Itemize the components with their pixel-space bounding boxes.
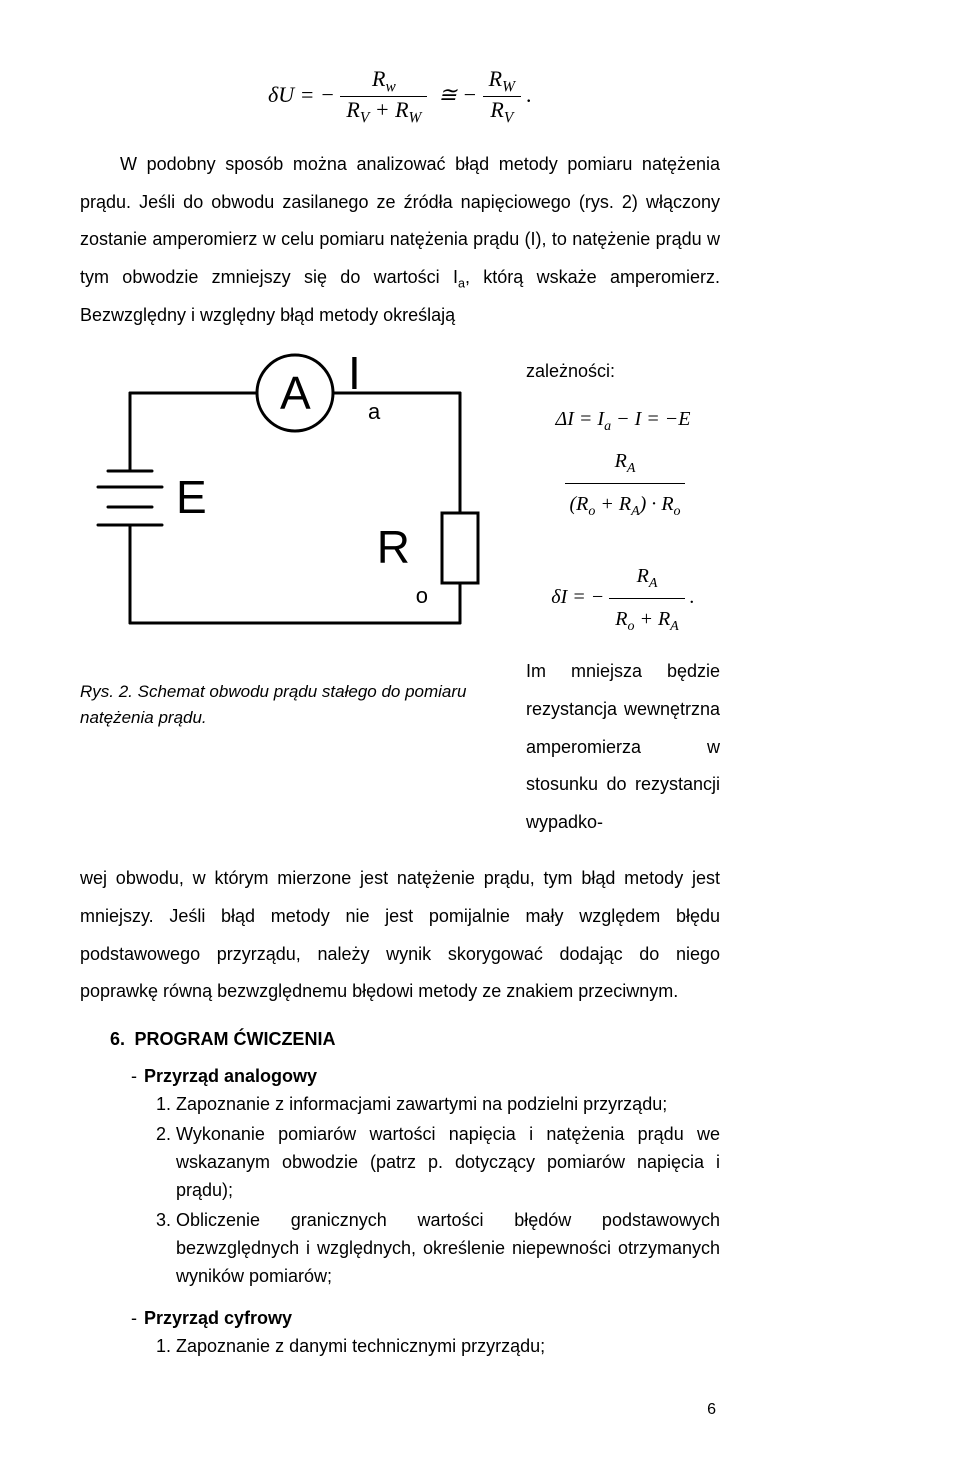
label-r: R [377, 521, 410, 573]
right-column: zależności: ΔI = Ia − I = −E RA (Ro + RA… [526, 353, 720, 842]
section-heading: 6. PROGRAM ĆWICZENIA [80, 1029, 720, 1050]
label-a: A [280, 367, 311, 419]
right-lead: zależności: [526, 353, 720, 389]
group-digital: -Przyrząd cyfrowy Zapoznanie z danymi te… [150, 1308, 720, 1361]
label-i-sub: a [368, 399, 381, 424]
label-i: I [348, 353, 361, 399]
paragraph-1-sub: a [458, 277, 465, 291]
section-number: 6. [80, 1029, 130, 1050]
section-title: PROGRAM ĆWICZENIA [134, 1029, 335, 1049]
figure-2: E A I a R o Rys. 2. Schemat obwodu prądu… [80, 353, 510, 730]
equation-delta-u: δU = − Rw RV + RW ≅ − RW RV . [80, 66, 720, 128]
label-e: E [176, 471, 207, 523]
page-number: 6 [80, 1401, 720, 1419]
figure-2-caption: Rys. 2. Schemat obwodu prądu stałego do … [80, 679, 510, 730]
label-r-sub: o [416, 583, 428, 608]
list-item: Obliczenie granicznych wartości błędów p… [176, 1207, 720, 1291]
paragraph-after: wej obwodu, w którym mierzone jest natęż… [80, 860, 720, 1011]
list-item: Zapoznanie z danymi technicznymi przyrzą… [176, 1333, 720, 1361]
circuit-diagram: E A I a R o [80, 353, 510, 673]
paragraph-1: W podobny sposób można analizować błąd m… [80, 146, 720, 335]
list-item: Zapoznanie z informacjami zawartymi na p… [176, 1091, 720, 1119]
group-analog-title: Przyrząd analogowy [144, 1066, 317, 1086]
group-analog-list: Zapoznanie z informacjami zawartymi na p… [150, 1091, 720, 1290]
group-digital-title: Przyrząd cyfrowy [144, 1308, 292, 1328]
list-item: Wykonanie pomiarów wartości napięcia i n… [176, 1121, 720, 1205]
group-digital-list: Zapoznanie z danymi technicznymi przyrzą… [150, 1333, 720, 1361]
right-tail: Im mniejsza będzie rezystancja wewnętrzn… [526, 653, 720, 842]
equation-delta-i-rel: δI = − RA Ro + RA . [526, 556, 720, 641]
equation-delta-i: ΔI = Ia − I = −E RA (Ro + RA) · Ro [526, 399, 720, 526]
group-analog: -Przyrząd analogowy Zapoznanie z informa… [150, 1066, 720, 1290]
